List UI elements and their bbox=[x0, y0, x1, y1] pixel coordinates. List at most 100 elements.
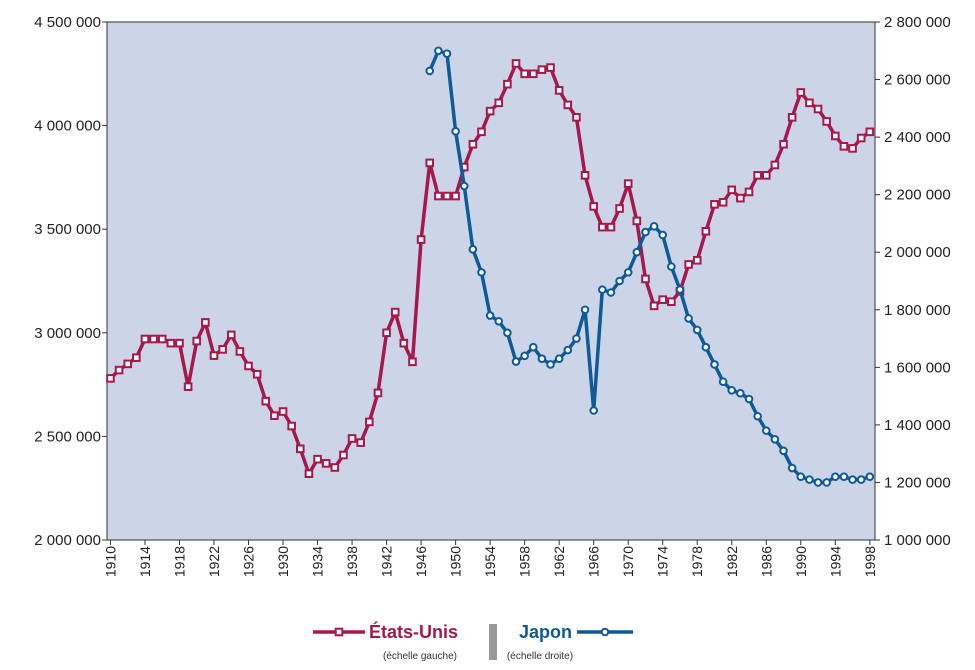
point bbox=[485, 311, 495, 320]
point bbox=[192, 336, 202, 346]
point bbox=[468, 245, 478, 254]
point bbox=[727, 386, 737, 395]
point bbox=[865, 472, 875, 481]
point bbox=[554, 354, 564, 364]
point bbox=[201, 318, 210, 327]
x-tick-label: 1998 bbox=[862, 546, 878, 577]
point bbox=[347, 434, 357, 443]
point bbox=[390, 307, 400, 317]
x-tick-label: 1942 bbox=[379, 546, 395, 577]
point bbox=[796, 472, 806, 481]
point bbox=[546, 63, 555, 72]
point bbox=[330, 463, 340, 472]
point bbox=[744, 394, 754, 404]
point bbox=[339, 450, 348, 460]
point bbox=[710, 360, 719, 369]
point bbox=[209, 351, 219, 360]
x-tick-label: 1914 bbox=[137, 546, 153, 577]
point bbox=[649, 222, 659, 231]
x-tick-label: 1954 bbox=[482, 546, 498, 577]
point bbox=[623, 179, 633, 188]
point bbox=[736, 193, 745, 203]
point bbox=[503, 79, 512, 89]
point bbox=[813, 478, 823, 487]
point bbox=[744, 187, 754, 197]
x-tick-label: 1950 bbox=[448, 546, 464, 577]
point bbox=[451, 191, 460, 201]
y2-tick-label: 1 000 000 bbox=[884, 532, 951, 549]
point bbox=[218, 345, 227, 354]
x-tick-label: 1994 bbox=[827, 546, 843, 577]
point bbox=[554, 86, 564, 95]
point bbox=[270, 411, 279, 420]
y-tick-label: 4 000 000 bbox=[34, 118, 101, 135]
point bbox=[796, 88, 806, 97]
point bbox=[226, 330, 236, 340]
point bbox=[684, 314, 693, 323]
point bbox=[805, 98, 814, 108]
point bbox=[632, 216, 642, 226]
point bbox=[770, 160, 780, 170]
point bbox=[761, 171, 771, 180]
point bbox=[848, 475, 857, 484]
point bbox=[658, 230, 668, 240]
x-tick-label: 1990 bbox=[793, 546, 809, 577]
point bbox=[563, 100, 573, 110]
point bbox=[598, 222, 607, 232]
point bbox=[313, 454, 322, 464]
x-tick-label: 1982 bbox=[724, 546, 740, 577]
y-tick-label: 4 500 000 bbox=[34, 14, 101, 31]
point bbox=[831, 131, 840, 141]
x-tick-label: 1930 bbox=[275, 546, 291, 577]
y2-tick-label: 2 800 000 bbox=[884, 14, 951, 31]
point bbox=[658, 295, 668, 304]
x-tick-label: 1938 bbox=[344, 546, 360, 577]
x-tick-label: 1910 bbox=[102, 546, 118, 577]
point bbox=[382, 328, 391, 338]
point bbox=[485, 106, 495, 116]
point bbox=[278, 407, 288, 416]
point bbox=[701, 342, 711, 352]
point bbox=[839, 472, 849, 481]
x-tick-label: 1978 bbox=[689, 546, 705, 577]
point bbox=[106, 374, 115, 383]
point bbox=[434, 191, 443, 201]
y2-tick-label: 2 000 000 bbox=[884, 244, 951, 261]
y-tick-label: 3 000 000 bbox=[34, 325, 101, 342]
point bbox=[123, 359, 133, 369]
point bbox=[718, 197, 728, 207]
point bbox=[356, 438, 365, 447]
point bbox=[511, 59, 521, 68]
legend-note: (échelle droite) bbox=[507, 651, 573, 662]
point bbox=[787, 463, 797, 473]
x-tick-label: 1958 bbox=[517, 546, 533, 577]
point bbox=[365, 417, 374, 427]
point bbox=[477, 127, 486, 137]
point bbox=[615, 276, 624, 286]
point bbox=[831, 472, 840, 481]
point bbox=[304, 469, 314, 478]
point bbox=[822, 117, 831, 126]
x-tick-label: 1974 bbox=[655, 546, 671, 577]
point bbox=[839, 142, 849, 151]
point bbox=[589, 202, 598, 211]
point bbox=[770, 434, 780, 444]
point bbox=[520, 69, 529, 79]
point bbox=[546, 360, 555, 369]
point bbox=[753, 411, 762, 421]
point bbox=[761, 426, 771, 435]
point bbox=[572, 113, 581, 122]
point bbox=[779, 139, 788, 149]
y-tick-label: 2 500 000 bbox=[34, 428, 101, 445]
y-tick-label: 2 000 000 bbox=[34, 532, 101, 549]
point bbox=[692, 325, 702, 335]
point bbox=[252, 369, 262, 379]
point bbox=[287, 421, 296, 431]
point bbox=[736, 388, 745, 398]
point bbox=[848, 144, 857, 153]
x-tick-label: 1970 bbox=[620, 546, 636, 577]
point bbox=[408, 357, 417, 367]
x-tick-label: 1946 bbox=[413, 546, 429, 577]
point bbox=[856, 133, 866, 143]
x-tick-label: 1962 bbox=[551, 546, 567, 577]
